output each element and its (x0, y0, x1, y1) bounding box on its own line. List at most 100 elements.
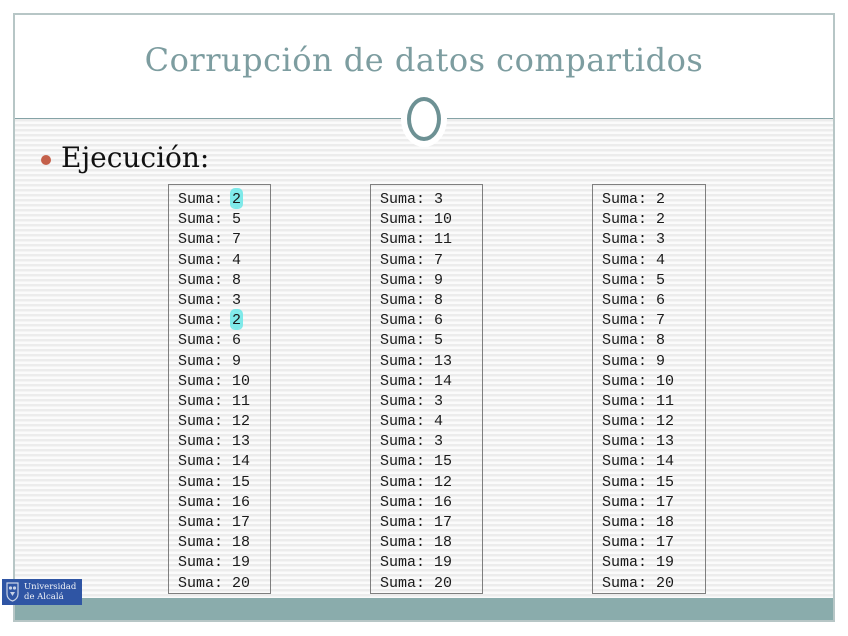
suma-label: Suma: (178, 493, 233, 511)
suma-label: Suma: (178, 433, 233, 451)
output-line: Suma: 5 (178, 210, 270, 230)
output-line: Suma: 16 (380, 493, 482, 513)
output-line: Suma: 6 (178, 331, 270, 351)
suma-value: 3 (656, 231, 666, 249)
suma-value: 4 (232, 251, 242, 269)
logo-text-line2: de Alcalá (24, 592, 64, 602)
output-line: Suma: 9 (380, 271, 482, 291)
output-line: Suma: 12 (178, 412, 270, 432)
suma-value: 9 (656, 352, 666, 370)
suma-value: 8 (656, 332, 666, 350)
university-logo-text: Universidad de Alcalá (24, 582, 76, 602)
output-line: Suma: 11 (602, 392, 705, 412)
suma-value: 2 (232, 312, 242, 330)
suma-label: Suma: (380, 453, 435, 471)
suma-label: Suma: (602, 433, 657, 451)
bullet-row: Ejecución: (41, 141, 209, 174)
output-box-1: Suma: 2 Suma: 5 Suma: 7 Suma: 4 Suma: 8 Suma:… (168, 184, 271, 594)
suma-value: 7 (434, 251, 444, 269)
suma-label: Suma: (602, 554, 657, 572)
suma-label: Suma: (178, 291, 233, 309)
output-line: Suma: 14 (380, 372, 482, 392)
suma-value: 18 (434, 534, 453, 552)
suma-value: 9 (434, 271, 444, 289)
suma-value: 18 (232, 534, 251, 552)
suma-label: Suma: (178, 413, 233, 431)
university-crest-icon (6, 582, 19, 602)
bullet-icon (41, 154, 51, 165)
suma-label: Suma: (380, 493, 435, 511)
suma-value: 13 (656, 433, 675, 451)
suma-value: 17 (434, 514, 453, 531)
output-line: Suma: 19 (380, 553, 482, 573)
output-line: Suma: 15 (380, 452, 482, 472)
suma-label: Suma: (178, 514, 233, 531)
suma-label: Suma: (380, 251, 435, 269)
output-line: Suma: 3 (380, 190, 482, 210)
suma-value: 11 (232, 392, 251, 410)
suma-label: Suma: (602, 514, 657, 531)
output-line: Suma: 19 (602, 553, 705, 573)
suma-label: Suma: (178, 372, 233, 390)
suma-value: 18 (656, 514, 675, 531)
output-line: Suma: 17 (602, 533, 705, 553)
suma-value: 10 (232, 372, 251, 390)
output-line: Suma: 7 (178, 230, 270, 250)
suma-label: Suma: (380, 534, 435, 552)
output-line: Suma: 13 (380, 352, 482, 372)
bullet-label: Ejecución: (61, 141, 210, 174)
suma-label: Suma: (602, 271, 657, 289)
suma-value: 6 (434, 312, 444, 330)
output-line: Suma: 10 (178, 372, 270, 392)
output-line: Suma: 3 (602, 230, 705, 250)
suma-value: 6 (232, 332, 242, 350)
footer-bar (15, 598, 833, 620)
output-line: Suma: 10 (602, 372, 705, 392)
suma-label: Suma: (380, 514, 435, 531)
output-line: Suma: 4 (602, 251, 705, 271)
suma-value: 8 (434, 291, 444, 309)
output-line: Suma: 7 (380, 251, 482, 271)
suma-value: 6 (656, 291, 666, 309)
output-line: Suma: 18 (380, 533, 482, 553)
suma-label: Suma: (380, 554, 435, 572)
suma-value: 3 (434, 433, 444, 451)
output-line: Suma: 15 (178, 473, 270, 493)
suma-value: 5 (434, 332, 444, 350)
suma-label: Suma: (380, 312, 435, 330)
suma-label: Suma: (380, 473, 435, 491)
suma-value: 2 (232, 191, 242, 208)
suma-value: 14 (434, 372, 453, 390)
output-line: Suma: 6 (602, 291, 705, 311)
suma-value: 15 (434, 453, 453, 471)
suma-value: 10 (434, 211, 453, 229)
output-line: Suma: 13 (602, 432, 705, 452)
suma-label: Suma: (380, 574, 435, 592)
suma-value: 4 (434, 413, 444, 431)
output-line: Suma: 2 (602, 210, 705, 230)
suma-label: Suma: (602, 574, 657, 592)
suma-value: 16 (434, 493, 453, 511)
suma-label: Suma: (380, 352, 435, 370)
suma-label: Suma: (602, 291, 657, 309)
output-line: Suma: 9 (178, 352, 270, 372)
output-line: Suma: 16 (178, 493, 270, 513)
suma-label: Suma: (602, 372, 657, 390)
suma-label: Suma: (602, 493, 657, 511)
output-line: Suma: 20 (602, 574, 705, 594)
output-line: Suma: 9 (602, 352, 705, 372)
suma-value: 5 (232, 211, 242, 229)
suma-value: 9 (232, 352, 242, 370)
suma-value: 17 (656, 534, 675, 552)
suma-value: 5 (656, 271, 666, 289)
suma-value: 3 (232, 291, 242, 309)
suma-label: Suma: (380, 413, 435, 431)
suma-label: Suma: (602, 231, 657, 249)
suma-value: 19 (232, 554, 251, 572)
suma-value: 3 (434, 392, 444, 410)
output-line: Suma: 6 (380, 311, 482, 331)
output-line: Suma: 4 (178, 251, 270, 271)
suma-value: 16 (232, 493, 251, 511)
suma-value: 10 (656, 372, 675, 390)
university-logo: Universidad de Alcalá (2, 579, 82, 605)
